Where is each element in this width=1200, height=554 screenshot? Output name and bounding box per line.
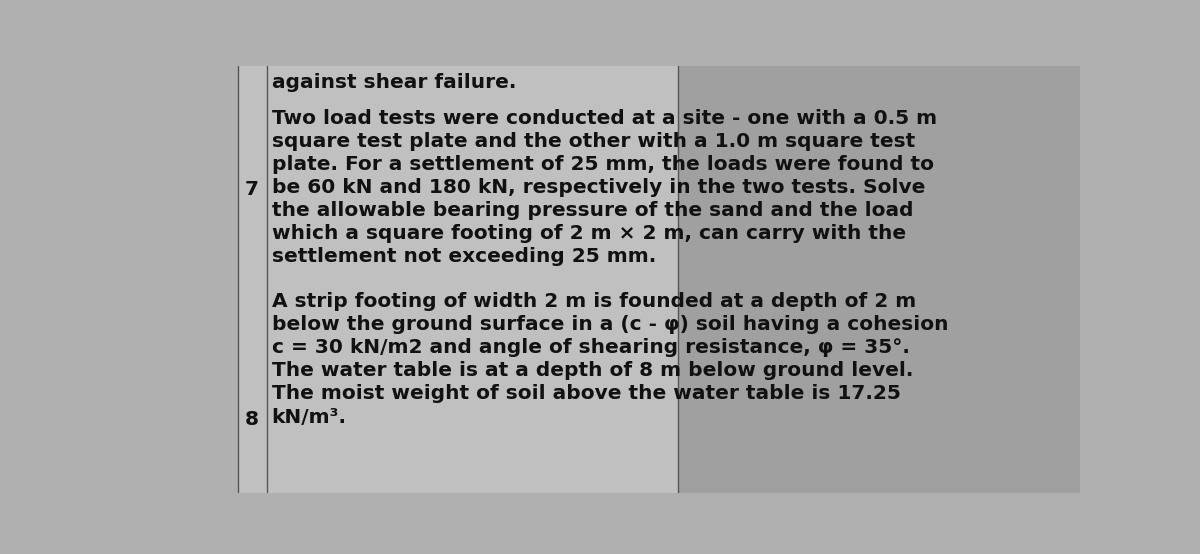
Text: plate. For a settlement of 25 mm, the loads were found to: plate. For a settlement of 25 mm, the lo… [271, 155, 934, 174]
Text: 7: 7 [245, 180, 258, 199]
Text: below the ground surface in a (c - φ) soil having a cohesion: below the ground surface in a (c - φ) so… [271, 315, 948, 334]
Text: The moist weight of soil above the water table is 17.25: The moist weight of soil above the water… [271, 384, 900, 403]
Text: A strip footing of width 2 m is founded at a depth of 2 m: A strip footing of width 2 m is founded … [271, 292, 916, 311]
Text: The water table is at a depth of 8 m below ground level.: The water table is at a depth of 8 m bel… [271, 361, 913, 381]
Bar [238, 66, 268, 493]
Text: settlement not exceeding 25 mm.: settlement not exceeding 25 mm. [271, 248, 656, 266]
Text: square test plate and the other with a 1.0 m square test: square test plate and the other with a 1… [271, 132, 914, 151]
Text: against shear failure.: against shear failure. [271, 73, 516, 91]
Text: 8: 8 [245, 409, 258, 429]
Text: c = 30 kN/m2 and angle of shearing resistance, φ = 35°.: c = 30 kN/m2 and angle of shearing resis… [271, 338, 910, 357]
Text: the allowable bearing pressure of the sand and the load: the allowable bearing pressure of the sa… [271, 201, 913, 220]
Text: kN/m³.: kN/m³. [271, 408, 347, 427]
Bar [678, 66, 1080, 493]
Text: be 60 kN and 180 kN, respectively in the two tests. Solve: be 60 kN and 180 kN, respectively in the… [271, 178, 925, 197]
Text: which a square footing of 2 m × 2 m, can carry with the: which a square footing of 2 m × 2 m, can… [271, 224, 906, 243]
Text: Two load tests were conducted at a site - one with a 0.5 m: Two load tests were conducted at a site … [271, 109, 937, 128]
Bar [268, 66, 678, 493]
